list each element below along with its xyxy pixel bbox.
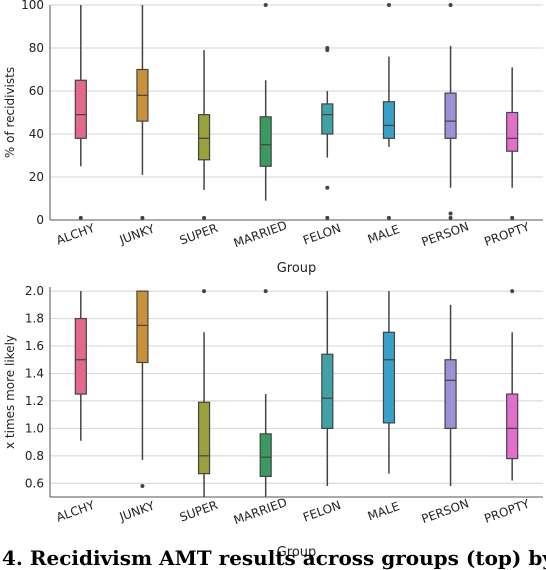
x-tick-label: MARRIED xyxy=(232,495,289,527)
outlier-point xyxy=(448,3,453,7)
x-tick-label: PERSON xyxy=(420,496,471,526)
x-tick-label: PERSON xyxy=(420,219,471,249)
y-tick-label: 1.8 xyxy=(25,312,44,326)
iqr-box xyxy=(197,114,211,161)
iqr-box xyxy=(444,359,457,429)
x-tick-label: MALE xyxy=(366,222,402,246)
iqr-box xyxy=(74,317,87,395)
x-tick-label: MARRIED xyxy=(232,218,289,250)
box-alchy xyxy=(74,5,87,220)
iqr-box xyxy=(506,393,519,460)
box-felon xyxy=(321,291,334,487)
box-junky xyxy=(136,5,149,220)
y-axis-label: % of recidivists xyxy=(3,67,17,158)
outlier-point xyxy=(325,48,330,53)
iqr-box xyxy=(321,103,334,135)
y-tick-label: 0.8 xyxy=(25,449,44,463)
outlier-point xyxy=(510,215,515,220)
outlier-point xyxy=(325,215,330,220)
iqr-box xyxy=(506,111,519,152)
box-super xyxy=(197,289,211,497)
y-tick-label: 20 xyxy=(29,170,44,184)
box-male xyxy=(382,291,396,474)
outlier-point xyxy=(325,185,330,190)
y-tick-label: 0 xyxy=(36,213,44,227)
y-tick-label: 1.6 xyxy=(25,339,44,353)
box-propty xyxy=(506,289,519,481)
outlier-point xyxy=(386,215,391,220)
x-tick-label: ALCHY xyxy=(54,221,97,248)
outlier-point xyxy=(140,484,145,489)
outlier-point xyxy=(263,3,268,7)
x-tick-label: SUPER xyxy=(178,498,220,525)
x-axis-label: Group xyxy=(277,545,317,560)
box-person xyxy=(444,3,457,220)
box-felon xyxy=(321,46,334,220)
iqr-box xyxy=(259,116,272,167)
y-tick-label: 1.0 xyxy=(25,421,44,435)
x-tick-label: JUNKY xyxy=(117,498,157,524)
x-tick-label: PROPTY xyxy=(482,496,532,525)
iqr-box xyxy=(382,331,396,424)
x-tick-label: FELON xyxy=(301,221,343,248)
iqr-box xyxy=(197,401,211,475)
box-person xyxy=(444,304,457,487)
x-tick-label: JUNKY xyxy=(117,221,157,247)
box-alchy xyxy=(74,291,87,441)
x-tick-label: SUPER xyxy=(178,221,220,248)
y-tick-label: 1.4 xyxy=(25,366,44,380)
outlier-point xyxy=(202,289,207,294)
outlier-point xyxy=(140,215,145,220)
y-axis-label: x times more likely xyxy=(3,335,17,449)
iqr-box xyxy=(382,101,396,139)
box-junky xyxy=(136,290,149,489)
y-tick-label: 100 xyxy=(21,0,44,12)
figure-caption: 4. Recidivism AMT results across groups … xyxy=(2,546,546,570)
outlier-point xyxy=(202,215,207,220)
y-tick-label: 2.0 xyxy=(25,284,44,298)
outlier-point xyxy=(448,215,453,220)
box-married xyxy=(259,3,272,201)
x-axis-label: Group xyxy=(277,261,317,276)
outlier-point xyxy=(263,289,268,294)
outlier-point xyxy=(78,215,83,220)
x-tick-label: PROPTY xyxy=(482,219,532,248)
iqr-box xyxy=(444,92,457,139)
iqr-box xyxy=(74,79,87,139)
y-tick-label: 60 xyxy=(29,84,44,98)
x-tick-label: FELON xyxy=(301,498,343,525)
iqr-box xyxy=(259,433,272,478)
y-tick-label: 40 xyxy=(29,127,44,141)
iqr-box xyxy=(136,290,149,364)
outlier-point xyxy=(510,289,515,294)
y-tick-label: 0.6 xyxy=(25,476,44,490)
outlier-point xyxy=(386,3,391,7)
top-boxplot-panel: 0 20 40 60 80 100 % of recidivists Group ALCHY JU… xyxy=(3,0,543,276)
outlier-point xyxy=(448,211,453,216)
y-tick-label: 80 xyxy=(29,41,44,55)
box-propty xyxy=(506,67,519,220)
x-tick-label: MALE xyxy=(366,499,402,523)
box-married xyxy=(259,289,272,497)
bottom-boxplot-panel: 0.6 0.8 1.0 1.2 1.4 1.6 1.8 2.0 x times more lik… xyxy=(3,284,543,560)
iqr-box xyxy=(321,353,334,429)
box-super xyxy=(197,50,211,220)
x-tick-label: ALCHY xyxy=(54,498,97,525)
y-tick-label: 1.2 xyxy=(25,394,44,408)
box-male xyxy=(382,3,396,220)
